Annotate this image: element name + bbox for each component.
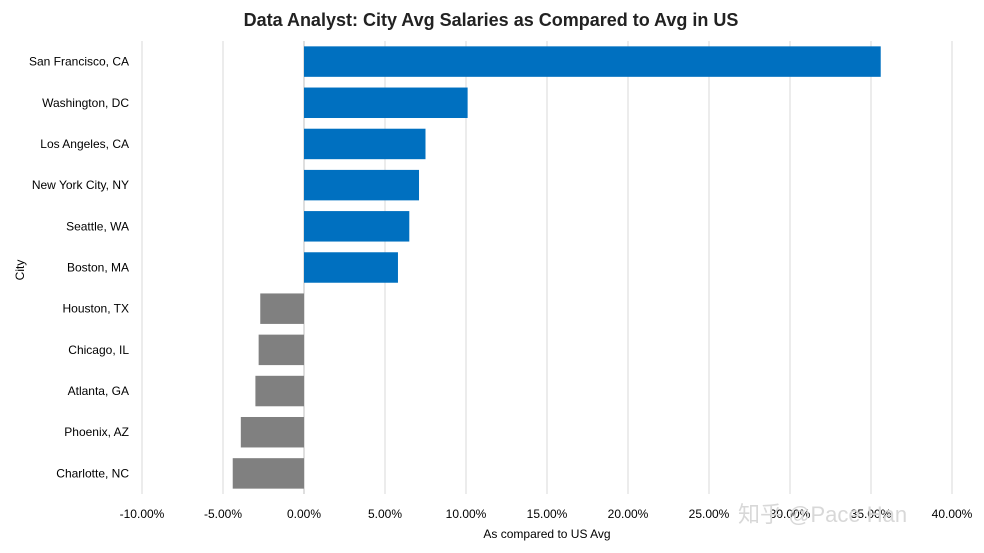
bar <box>258 334 304 366</box>
bar <box>304 169 420 201</box>
bar <box>304 252 398 283</box>
category-label: Chicago, IL <box>68 343 129 357</box>
category-label: Atlanta, GA <box>68 384 129 398</box>
x-axis-label: As compared to US Avg <box>483 527 610 541</box>
category-label: Charlotte, NC <box>56 466 129 480</box>
x-tick-label: 25.00% <box>689 507 730 521</box>
x-tick-label: 35.00% <box>851 507 892 521</box>
category-labels: San Francisco, CA Washington, DC Los Angel… <box>29 55 129 481</box>
x-tick-label: 10.00% <box>446 507 487 521</box>
bar <box>304 211 410 242</box>
category-label: New York City, NY <box>32 178 129 192</box>
bar <box>240 416 304 448</box>
x-tick-label: 30.00% <box>770 507 811 521</box>
x-tick-label: 15.00% <box>527 507 568 521</box>
category-label: Los Angeles, CA <box>40 137 129 151</box>
category-label: Washington, DC <box>42 96 129 110</box>
y-axis-label: City <box>13 260 27 281</box>
bar <box>260 293 304 324</box>
category-label: San Francisco, CA <box>29 55 129 69</box>
bar <box>232 458 304 489</box>
x-tick-label: 0.00% <box>287 507 321 521</box>
category-label: Phoenix, AZ <box>64 425 129 439</box>
x-tick-label: -5.00% <box>204 507 242 521</box>
bar <box>304 46 881 77</box>
category-label: Boston, MA <box>67 261 129 275</box>
x-tick-label: 5.00% <box>368 507 402 521</box>
x-tick-label: 20.00% <box>608 507 649 521</box>
category-label: Seattle, WA <box>66 219 129 233</box>
bars <box>232 46 881 489</box>
watermark: 知乎 @Pace Han <box>738 502 907 527</box>
x-tick-labels: -10.00% -5.00% 0.00% 5.00% 10.00% 15.00% 20.00… <box>120 507 973 521</box>
category-label: Houston, TX <box>63 302 129 316</box>
x-tick-label: 40.00% <box>932 507 973 521</box>
bar <box>304 128 426 160</box>
chart-title: Data Analyst: City Avg Salaries as Compa… <box>244 10 739 30</box>
x-tick-label: -10.00% <box>120 507 165 521</box>
bar <box>255 375 304 407</box>
bar <box>304 87 468 119</box>
